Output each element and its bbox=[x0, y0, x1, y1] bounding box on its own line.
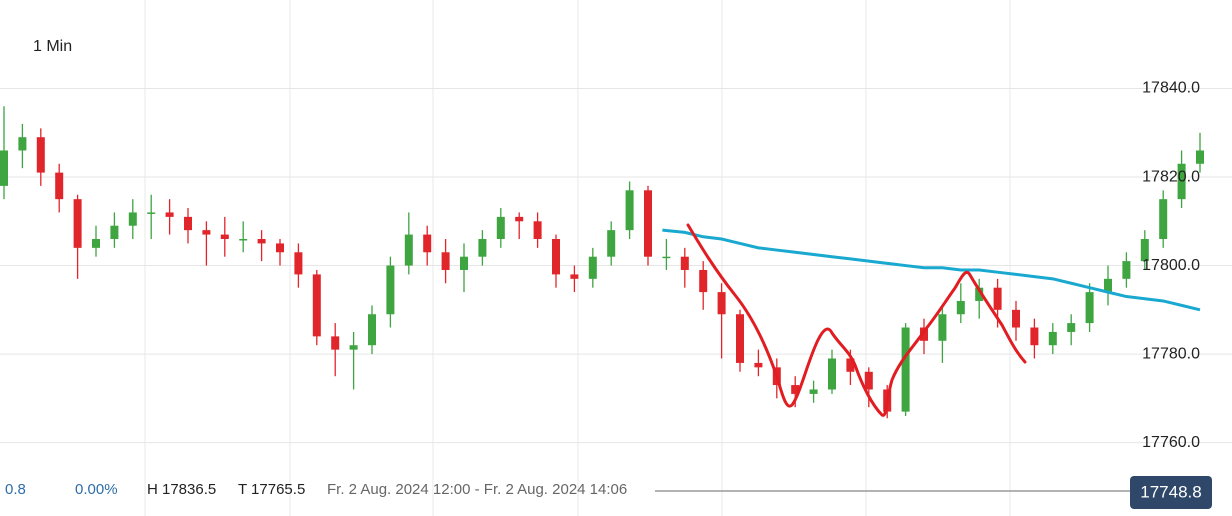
candle-body bbox=[754, 362, 763, 368]
y-axis: 17760.0 17780.0 17800.0 17820.0 17840.0 bbox=[1142, 80, 1200, 451]
candle-body bbox=[791, 385, 800, 394]
candle-body bbox=[1177, 163, 1186, 200]
candle-body bbox=[1140, 239, 1149, 262]
candle-body bbox=[257, 239, 266, 244]
candle-body bbox=[644, 190, 652, 257]
candle-body bbox=[73, 199, 82, 248]
y-tick-label: 17760.0 bbox=[1142, 434, 1200, 451]
candle-body bbox=[588, 256, 597, 279]
candle-body bbox=[662, 256, 671, 259]
candle-body bbox=[294, 252, 303, 275]
candle-body bbox=[956, 300, 965, 315]
candle-body bbox=[128, 212, 137, 226]
candle-body bbox=[460, 256, 468, 270]
candle-body bbox=[607, 230, 616, 257]
candle-body bbox=[809, 389, 818, 394]
candle-body bbox=[1048, 331, 1057, 346]
candle-body bbox=[36, 137, 45, 173]
last-price: 17748.8 bbox=[1140, 482, 1201, 501]
change: 0.8 bbox=[5, 481, 26, 498]
chart-title: 1 Min bbox=[33, 38, 72, 55]
candle-body bbox=[1159, 199, 1168, 239]
candle-body bbox=[184, 216, 192, 231]
candle-body bbox=[625, 190, 634, 231]
candle-body bbox=[1067, 323, 1076, 332]
candle-body bbox=[846, 358, 855, 372]
candle-body bbox=[1085, 292, 1094, 324]
candle-body bbox=[312, 274, 321, 337]
y-tick-label: 17840.0 bbox=[1142, 80, 1200, 97]
candle-body bbox=[515, 216, 524, 222]
period-high: H 17836.5 bbox=[147, 481, 216, 498]
candle-body bbox=[1104, 278, 1112, 293]
candle-body bbox=[331, 336, 340, 350]
candle-body bbox=[1012, 309, 1020, 328]
candle-body bbox=[993, 287, 1002, 310]
candle-body bbox=[736, 314, 744, 363]
candle-body bbox=[828, 358, 836, 390]
annotation-drawing bbox=[686, 223, 1027, 417]
candle-body bbox=[717, 292, 726, 315]
candle-body bbox=[680, 256, 689, 270]
candle-body bbox=[901, 327, 910, 412]
candle-body bbox=[147, 212, 156, 214]
grid bbox=[0, 88, 1232, 444]
candle-body bbox=[423, 234, 432, 253]
candle-body bbox=[239, 239, 248, 241]
change-percent: 0.00% bbox=[75, 481, 118, 498]
candle-body bbox=[920, 327, 928, 341]
candles bbox=[0, 106, 1204, 419]
candle-body bbox=[533, 221, 542, 239]
candle-body bbox=[110, 225, 119, 239]
candle-body bbox=[55, 172, 64, 200]
candle-body bbox=[368, 314, 376, 346]
candle-body bbox=[202, 230, 211, 235]
candle-body bbox=[386, 265, 395, 315]
candle-body bbox=[276, 243, 284, 253]
candle-body bbox=[496, 216, 505, 239]
moving-average-line bbox=[662, 228, 1201, 312]
y-tick-label: 17800.0 bbox=[1142, 257, 1200, 274]
candle-body bbox=[165, 212, 174, 217]
last-price-box bbox=[1130, 476, 1212, 509]
candle-body bbox=[975, 287, 984, 301]
candle-body bbox=[1122, 261, 1131, 279]
candle-body bbox=[864, 371, 873, 390]
candle-body bbox=[478, 239, 487, 257]
y-tick-label: 17780.0 bbox=[1142, 345, 1200, 362]
candle-body bbox=[404, 234, 413, 266]
candle-body bbox=[92, 239, 100, 248]
candle-body bbox=[441, 252, 450, 270]
candle-body bbox=[552, 239, 560, 275]
y-tick-label: 17820.0 bbox=[1142, 168, 1200, 185]
candle-body bbox=[570, 274, 579, 279]
candle-body bbox=[220, 234, 229, 239]
candle-body bbox=[0, 150, 8, 186]
candle-body bbox=[938, 314, 947, 341]
candle-body bbox=[18, 137, 27, 151]
vertical-grid bbox=[144, 0, 1011, 516]
candle-body bbox=[349, 345, 358, 350]
time-range: Fr. 2 Aug. 2024 12:00 - Fr. 2 Aug. 2024 … bbox=[327, 481, 627, 498]
candle-body bbox=[1196, 150, 1204, 164]
candle-body bbox=[699, 269, 708, 293]
period-low: T 17765.5 bbox=[238, 481, 305, 498]
candle-body bbox=[1030, 327, 1039, 346]
